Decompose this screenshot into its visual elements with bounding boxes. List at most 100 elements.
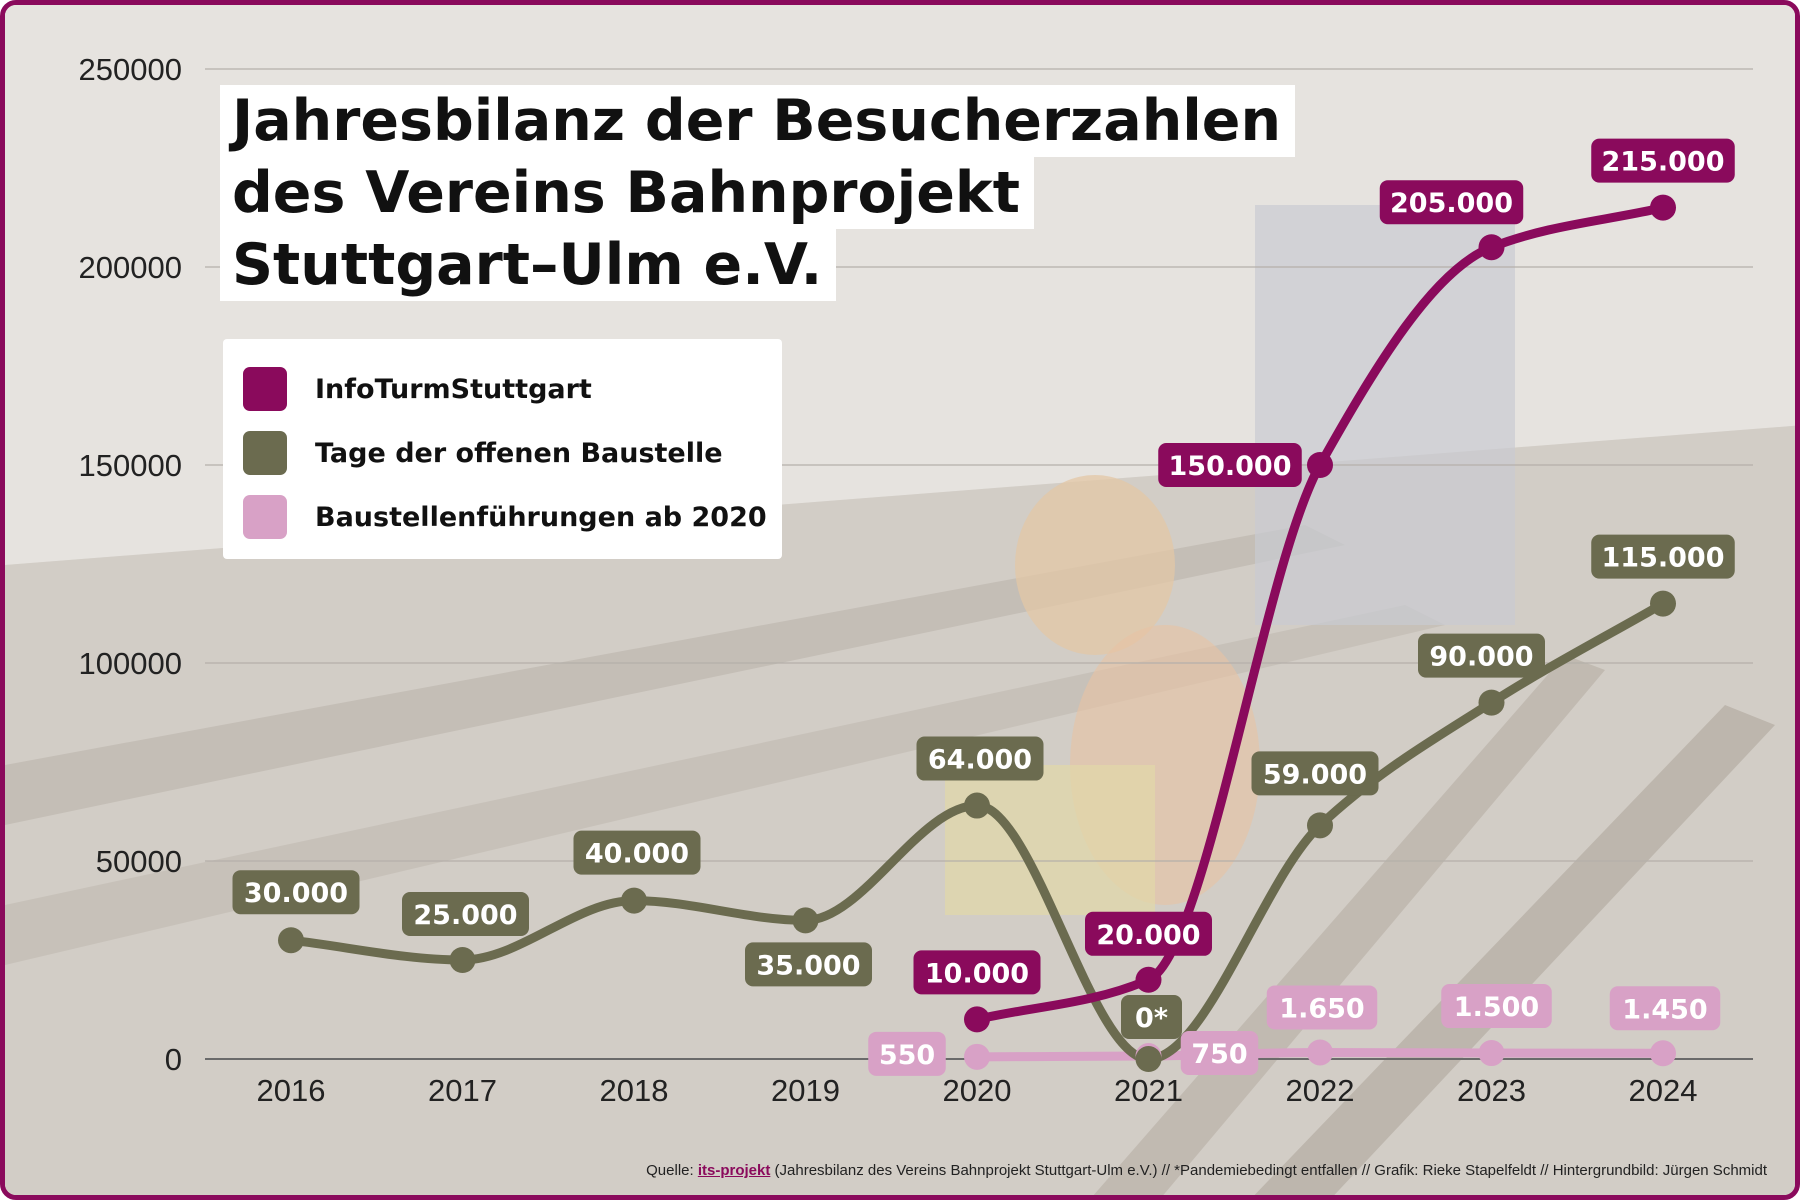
data-point-tage — [792, 907, 819, 934]
data-label-infoturm: 215.000 — [1591, 138, 1735, 183]
chart-title-line-3: Stuttgart–Ulm e.V. — [220, 229, 837, 301]
data-label-box — [1379, 180, 1524, 225]
data-label-text: 205.000 — [1390, 188, 1513, 219]
data-label-infoturm: 20.000 — [1085, 911, 1212, 956]
data-labels: 550 750 1.650 1.500 1.450 30.000 25.000 40.000 3… — [232, 138, 1735, 1076]
data-label-tage: 115.000 — [1591, 534, 1735, 579]
data-point-fuehrungen — [1650, 1040, 1676, 1067]
y-tick-label: 100000 — [79, 646, 182, 681]
x-tick-label: 2016 — [257, 1073, 326, 1108]
data-label-box — [1180, 1031, 1259, 1076]
data-label-fuehrungen: 550 — [868, 1031, 946, 1076]
x-axis-ticks: 2016 2017 2018 2019 2020 2021 2022 2023 2024 — [257, 1073, 1698, 1108]
data-label-text: 0* — [1135, 1003, 1168, 1034]
source-link[interactable]: its-projekt — [697, 1162, 771, 1179]
data-point-fuehrungen — [964, 1043, 990, 1070]
data-label-tage: 90.000 — [1418, 633, 1545, 678]
data-label-box — [1158, 443, 1302, 487]
data-label-text: 150.000 — [1169, 451, 1292, 482]
data-label-box — [232, 870, 360, 915]
data-label-text: 115.000 — [1602, 543, 1725, 574]
legend-label-tage: Tage der offenen Baustelle — [315, 437, 723, 469]
data-label-box — [745, 942, 872, 987]
x-tick-label: 2022 — [1286, 1073, 1355, 1108]
data-label-tage: 0* — [1121, 995, 1182, 1039]
data-label-box — [1121, 995, 1182, 1039]
data-label-box — [1441, 984, 1552, 1029]
data-point-tage — [1135, 1046, 1162, 1072]
data-label-text: 30.000 — [244, 878, 348, 909]
data-label-fuehrungen: 1.450 — [1609, 986, 1721, 1031]
data-point-tage — [1650, 590, 1676, 617]
data-point-tage — [1307, 812, 1333, 839]
data-label-box — [1418, 633, 1545, 678]
legend-item-tage: Tage der offenen Baustelle — [243, 421, 782, 485]
data-label-box — [1591, 534, 1735, 579]
data-point-tage — [621, 887, 647, 914]
data-point-tage — [1478, 689, 1505, 716]
data-point-fuehrungen — [1478, 1040, 1505, 1067]
data-label-box — [1266, 985, 1378, 1030]
x-tick-label: 2021 — [1114, 1073, 1183, 1108]
chart-title: Jahresbilanz der Besucherzahlen des Vere… — [220, 85, 1296, 301]
data-label-text: 1.500 — [1454, 992, 1539, 1023]
data-point-infoturm — [1135, 966, 1162, 993]
data-label-box — [573, 830, 701, 875]
legend-label-infoturm: InfoTurmStuttgart — [315, 373, 592, 405]
data-label-fuehrungen: 1.650 — [1266, 985, 1378, 1030]
y-axis-ticks: 0 50000 100000 150000 200000 250000 — [79, 52, 182, 1077]
data-label-infoturm: 205.000 — [1379, 180, 1524, 225]
data-label-text: 64.000 — [928, 745, 1032, 776]
data-label-text: 25.000 — [413, 900, 517, 931]
data-label-box — [913, 950, 1041, 995]
series-line-infoturm — [972, 203, 1668, 1024]
y-tick-label: 200000 — [79, 250, 182, 285]
data-label-text: 550 — [879, 1040, 935, 1071]
chart-title-line-2: des Vereins Bahnprojekt — [220, 157, 1035, 229]
data-label-tage: 64.000 — [916, 736, 1044, 781]
legend-item-fuehrungen: Baustellenführungen ab 2020 — [243, 485, 782, 549]
data-label-text: 750 — [1191, 1039, 1247, 1070]
data-point-infoturm — [1650, 194, 1676, 221]
legend-swatch-infoturm — [243, 367, 287, 411]
data-label-fuehrungen: 750 — [1180, 1031, 1259, 1076]
legend-swatch-tage — [243, 431, 287, 475]
x-tick-label: 2019 — [771, 1073, 840, 1108]
data-label-text: 40.000 — [585, 839, 689, 870]
data-label-text: 20.000 — [1096, 920, 1200, 951]
data-label-box — [1609, 986, 1721, 1031]
y-tick-label: 0 — [165, 1042, 182, 1077]
data-label-box — [916, 736, 1044, 781]
data-label-box — [1251, 751, 1379, 796]
data-label-box — [868, 1031, 946, 1076]
data-label-text: 59.000 — [1263, 759, 1367, 790]
legend-label-fuehrungen: Baustellenführungen ab 2020 — [315, 501, 767, 533]
data-point-tage — [964, 792, 990, 819]
data-label-infoturm: 150.000 — [1158, 443, 1302, 487]
data-label-tage: 40.000 — [573, 830, 701, 875]
data-label-infoturm: 10.000 — [913, 950, 1041, 995]
data-label-text: 10.000 — [925, 958, 1029, 989]
data-point-infoturm — [964, 1006, 990, 1033]
data-point-fuehrungen — [1307, 1039, 1333, 1066]
x-tick-label: 2017 — [428, 1073, 497, 1108]
data-label-fuehrungen: 1.500 — [1441, 984, 1552, 1029]
data-label-text: 90.000 — [1429, 642, 1533, 673]
y-tick-label: 150000 — [79, 448, 182, 483]
x-tick-label: 2020 — [943, 1073, 1012, 1108]
x-tick-label: 2023 — [1457, 1073, 1526, 1108]
series-line-tage — [286, 599, 1668, 1064]
data-point-infoturm — [1307, 452, 1333, 478]
y-tick-label: 250000 — [79, 52, 182, 87]
data-label-box — [402, 892, 529, 936]
data-label-tage: 30.000 — [232, 870, 360, 915]
x-tick-label: 2024 — [1629, 1073, 1698, 1108]
y-tick-label: 50000 — [96, 844, 182, 879]
legend-item-infoturm: InfoTurmStuttgart — [243, 357, 782, 421]
legend: InfoTurmStuttgart Tage der offenen Baust… — [223, 339, 782, 559]
data-point-tage — [278, 927, 304, 954]
source-note: Quelle: its-projekt (Jahresbilanz des Ve… — [646, 1162, 1767, 1179]
data-label-tage: 35.000 — [745, 942, 872, 987]
data-point-infoturm — [1478, 234, 1505, 261]
